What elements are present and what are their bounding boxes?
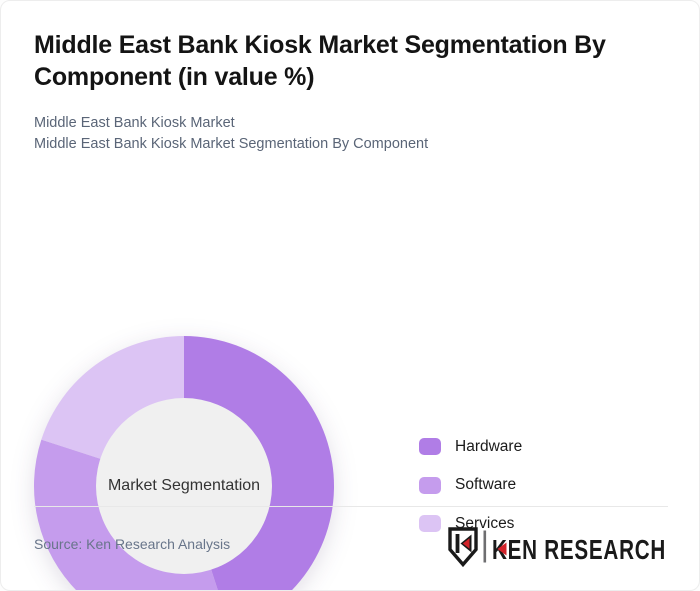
chart-subtitle-line1: Middle East Bank Kiosk Market [34, 115, 235, 131]
donut-chart[interactable] [24, 326, 344, 591]
legend-item-services[interactable]: Services [419, 515, 522, 532]
donut-hole [96, 398, 272, 574]
legend-label-services: Services [455, 514, 515, 532]
source-note: Source: Ken Research Analysis [34, 536, 231, 552]
chart-area: Market Segmentation Hardware Software Se… [1, 151, 699, 590]
ken-research-logo: KEN RESEARCH [448, 527, 666, 568]
chart-subtitle-line2: Middle East Bank Kiosk Market Segmentati… [34, 136, 429, 152]
legend-item-software[interactable]: Software [419, 476, 522, 494]
donut-center-label: Market Segmentation [107, 477, 261, 494]
legend-item-hardware[interactable]: Hardware [419, 438, 522, 455]
donut-chart-container [24, 326, 344, 591]
legend-label-hardware: Hardware [455, 437, 523, 455]
ken-research-shield-icon [448, 527, 478, 568]
footer-divider [34, 506, 668, 507]
chart-legend: Hardware Software Services [419, 438, 522, 554]
ken-research-wordmark: KEN RESEARCH [492, 534, 666, 565]
page-title: Middle East Bank Kiosk Market Segmentati… [34, 31, 606, 91]
chart-subtitle-block: Middle East Bank Kiosk Market Middle Eas… [34, 113, 654, 155]
legend-swatch-software [419, 476, 441, 494]
legend-swatch-hardware [419, 438, 441, 455]
legend-label-software: Software [455, 476, 517, 493]
legend-swatch-services [419, 515, 441, 532]
